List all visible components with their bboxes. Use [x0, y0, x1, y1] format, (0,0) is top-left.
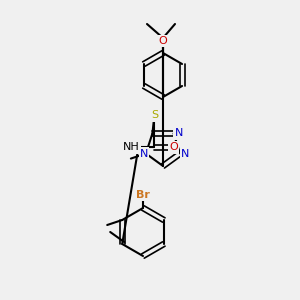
Text: S: S	[151, 110, 158, 120]
Text: Br: Br	[136, 190, 150, 200]
Text: N: N	[181, 148, 189, 159]
Text: NH: NH	[123, 142, 140, 152]
Text: N: N	[174, 128, 183, 138]
Text: O: O	[159, 36, 167, 46]
Text: N: N	[140, 148, 148, 159]
Text: O: O	[169, 142, 178, 152]
